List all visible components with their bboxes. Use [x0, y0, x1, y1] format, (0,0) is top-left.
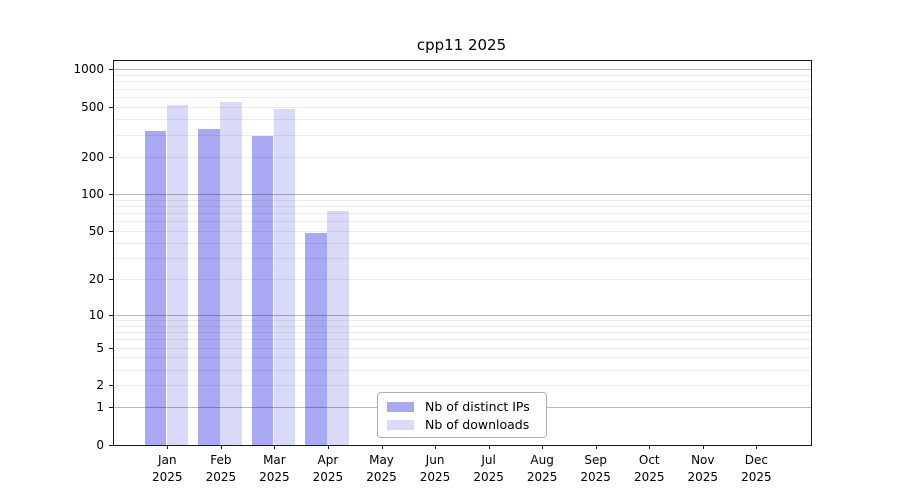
y-tick-label-10: 10 [88, 307, 104, 322]
y-tick-20 [109, 279, 114, 281]
x-tick-oct [649, 445, 651, 449]
x-tick-dec [756, 445, 758, 449]
bar-distinct-ips-mar [251, 135, 274, 445]
y-tick-0 [109, 445, 114, 446]
year-label: 2025 [741, 470, 772, 484]
y-tick-10 [109, 314, 114, 316]
month-label: Mar [263, 453, 286, 467]
month-label: Dec [744, 453, 768, 467]
x-tick-jan [167, 445, 169, 449]
x-tick-label-aug: Aug 2025 [514, 452, 570, 486]
year-label: 2025 [152, 470, 183, 484]
gridline-minor-400 [114, 119, 811, 121]
year-label: 2025 [259, 470, 290, 484]
month-label: May [369, 453, 394, 467]
y-tick-label-0: 0 [96, 438, 104, 452]
legend: Nb of distinct IPs Nb of downloads [377, 392, 547, 438]
bar-downloads-feb [220, 101, 242, 445]
x-tick-feb [220, 445, 222, 449]
y-tick-5 [109, 347, 114, 349]
gridline-major-1000 [114, 69, 811, 71]
month-label: Jul [481, 453, 496, 467]
y-tick-50 [109, 231, 114, 233]
x-tick-jul [488, 445, 490, 449]
x-tick-apr [327, 445, 329, 449]
y-tick-1 [109, 407, 114, 409]
year-label: 2025 [633, 470, 665, 484]
y-tick-label-500: 500 [81, 99, 104, 114]
legend-swatch-distinct-ips [387, 402, 414, 412]
gridline-minor-600 [114, 97, 811, 99]
year-label: 2025 [580, 470, 611, 484]
bar-downloads-mar [273, 109, 296, 445]
bar-downloads-jan [166, 104, 189, 445]
x-tick-label-jan: Jan 2025 [139, 452, 195, 486]
gridline-minor-700 [114, 88, 811, 90]
month-label: Aug [530, 453, 554, 467]
gridline-minor-900 [114, 75, 811, 77]
y-tick-label-200: 200 [81, 149, 104, 164]
month-label: Jan [158, 453, 177, 467]
y-tick-2 [109, 385, 114, 387]
year-label: 2025 [419, 470, 451, 484]
year-label: 2025 [526, 470, 558, 484]
y-tick-100 [109, 194, 114, 196]
legend-swatch-downloads [387, 420, 414, 430]
x-tick-label-may: May 2025 [354, 452, 410, 486]
month-label: Oct [638, 453, 660, 467]
x-tick-label-nov: Nov 2025 [675, 452, 731, 486]
bar-distinct-ips-apr [305, 233, 327, 445]
x-tick-nov [702, 445, 704, 449]
x-tick-label-jun: Jun 2025 [407, 452, 463, 486]
legend-item-distinct-ips: Nb of distinct IPs [387, 398, 546, 416]
legend-label: Nb of downloads [425, 417, 530, 432]
gridline-minor-500 [114, 106, 811, 108]
y-tick-1000 [109, 69, 114, 71]
month-label: Apr [317, 453, 339, 467]
gridline-minor-800 [114, 81, 811, 83]
plot-area [113, 60, 812, 446]
year-label: 2025 [205, 470, 237, 484]
year-label: 2025 [473, 470, 504, 484]
bar-distinct-ips-feb [198, 129, 220, 445]
x-tick-label-mar: Mar 2025 [246, 452, 302, 486]
x-tick-may [381, 445, 383, 449]
y-tick-label-100: 100 [81, 187, 104, 202]
x-tick-sep [595, 445, 597, 449]
y-tick-label-5: 5 [96, 340, 104, 355]
x-tick-label-oct: Oct 2025 [621, 452, 677, 486]
legend-label: Nb of distinct IPs [425, 399, 530, 414]
y-tick-label-1000: 1000 [73, 62, 104, 77]
x-tick-label-jul: Jul 2025 [461, 452, 517, 486]
year-label: 2025 [366, 470, 397, 484]
month-label: Feb [210, 453, 232, 467]
x-tick-label-dec: Dec 2025 [728, 452, 784, 486]
month-label: Nov [691, 453, 715, 467]
month-label: Sep [584, 453, 607, 467]
y-tick-label-50: 50 [88, 224, 104, 239]
x-tick-label-sep: Sep 2025 [568, 452, 624, 486]
y-tick-200 [109, 156, 114, 158]
x-tick-jun [435, 445, 437, 449]
y-tick-label-20: 20 [88, 272, 104, 287]
bar-downloads-apr [327, 210, 349, 445]
y-tick-label-1: 1 [96, 400, 104, 415]
x-tick-mar [274, 445, 276, 449]
chart-title: cpp11 2025 [416, 36, 507, 54]
year-label: 2025 [687, 470, 719, 484]
y-tick-label-2: 2 [96, 378, 104, 393]
year-label: 2025 [312, 470, 344, 484]
month-label: Jun [425, 453, 445, 467]
x-tick-aug [542, 445, 544, 449]
legend-item-downloads: Nb of downloads [387, 416, 546, 434]
bar-distinct-ips-jan [144, 131, 167, 445]
x-tick-label-apr: Apr 2025 [300, 452, 356, 486]
y-tick-500 [109, 106, 114, 108]
x-tick-label-feb: Feb 2025 [193, 452, 249, 486]
